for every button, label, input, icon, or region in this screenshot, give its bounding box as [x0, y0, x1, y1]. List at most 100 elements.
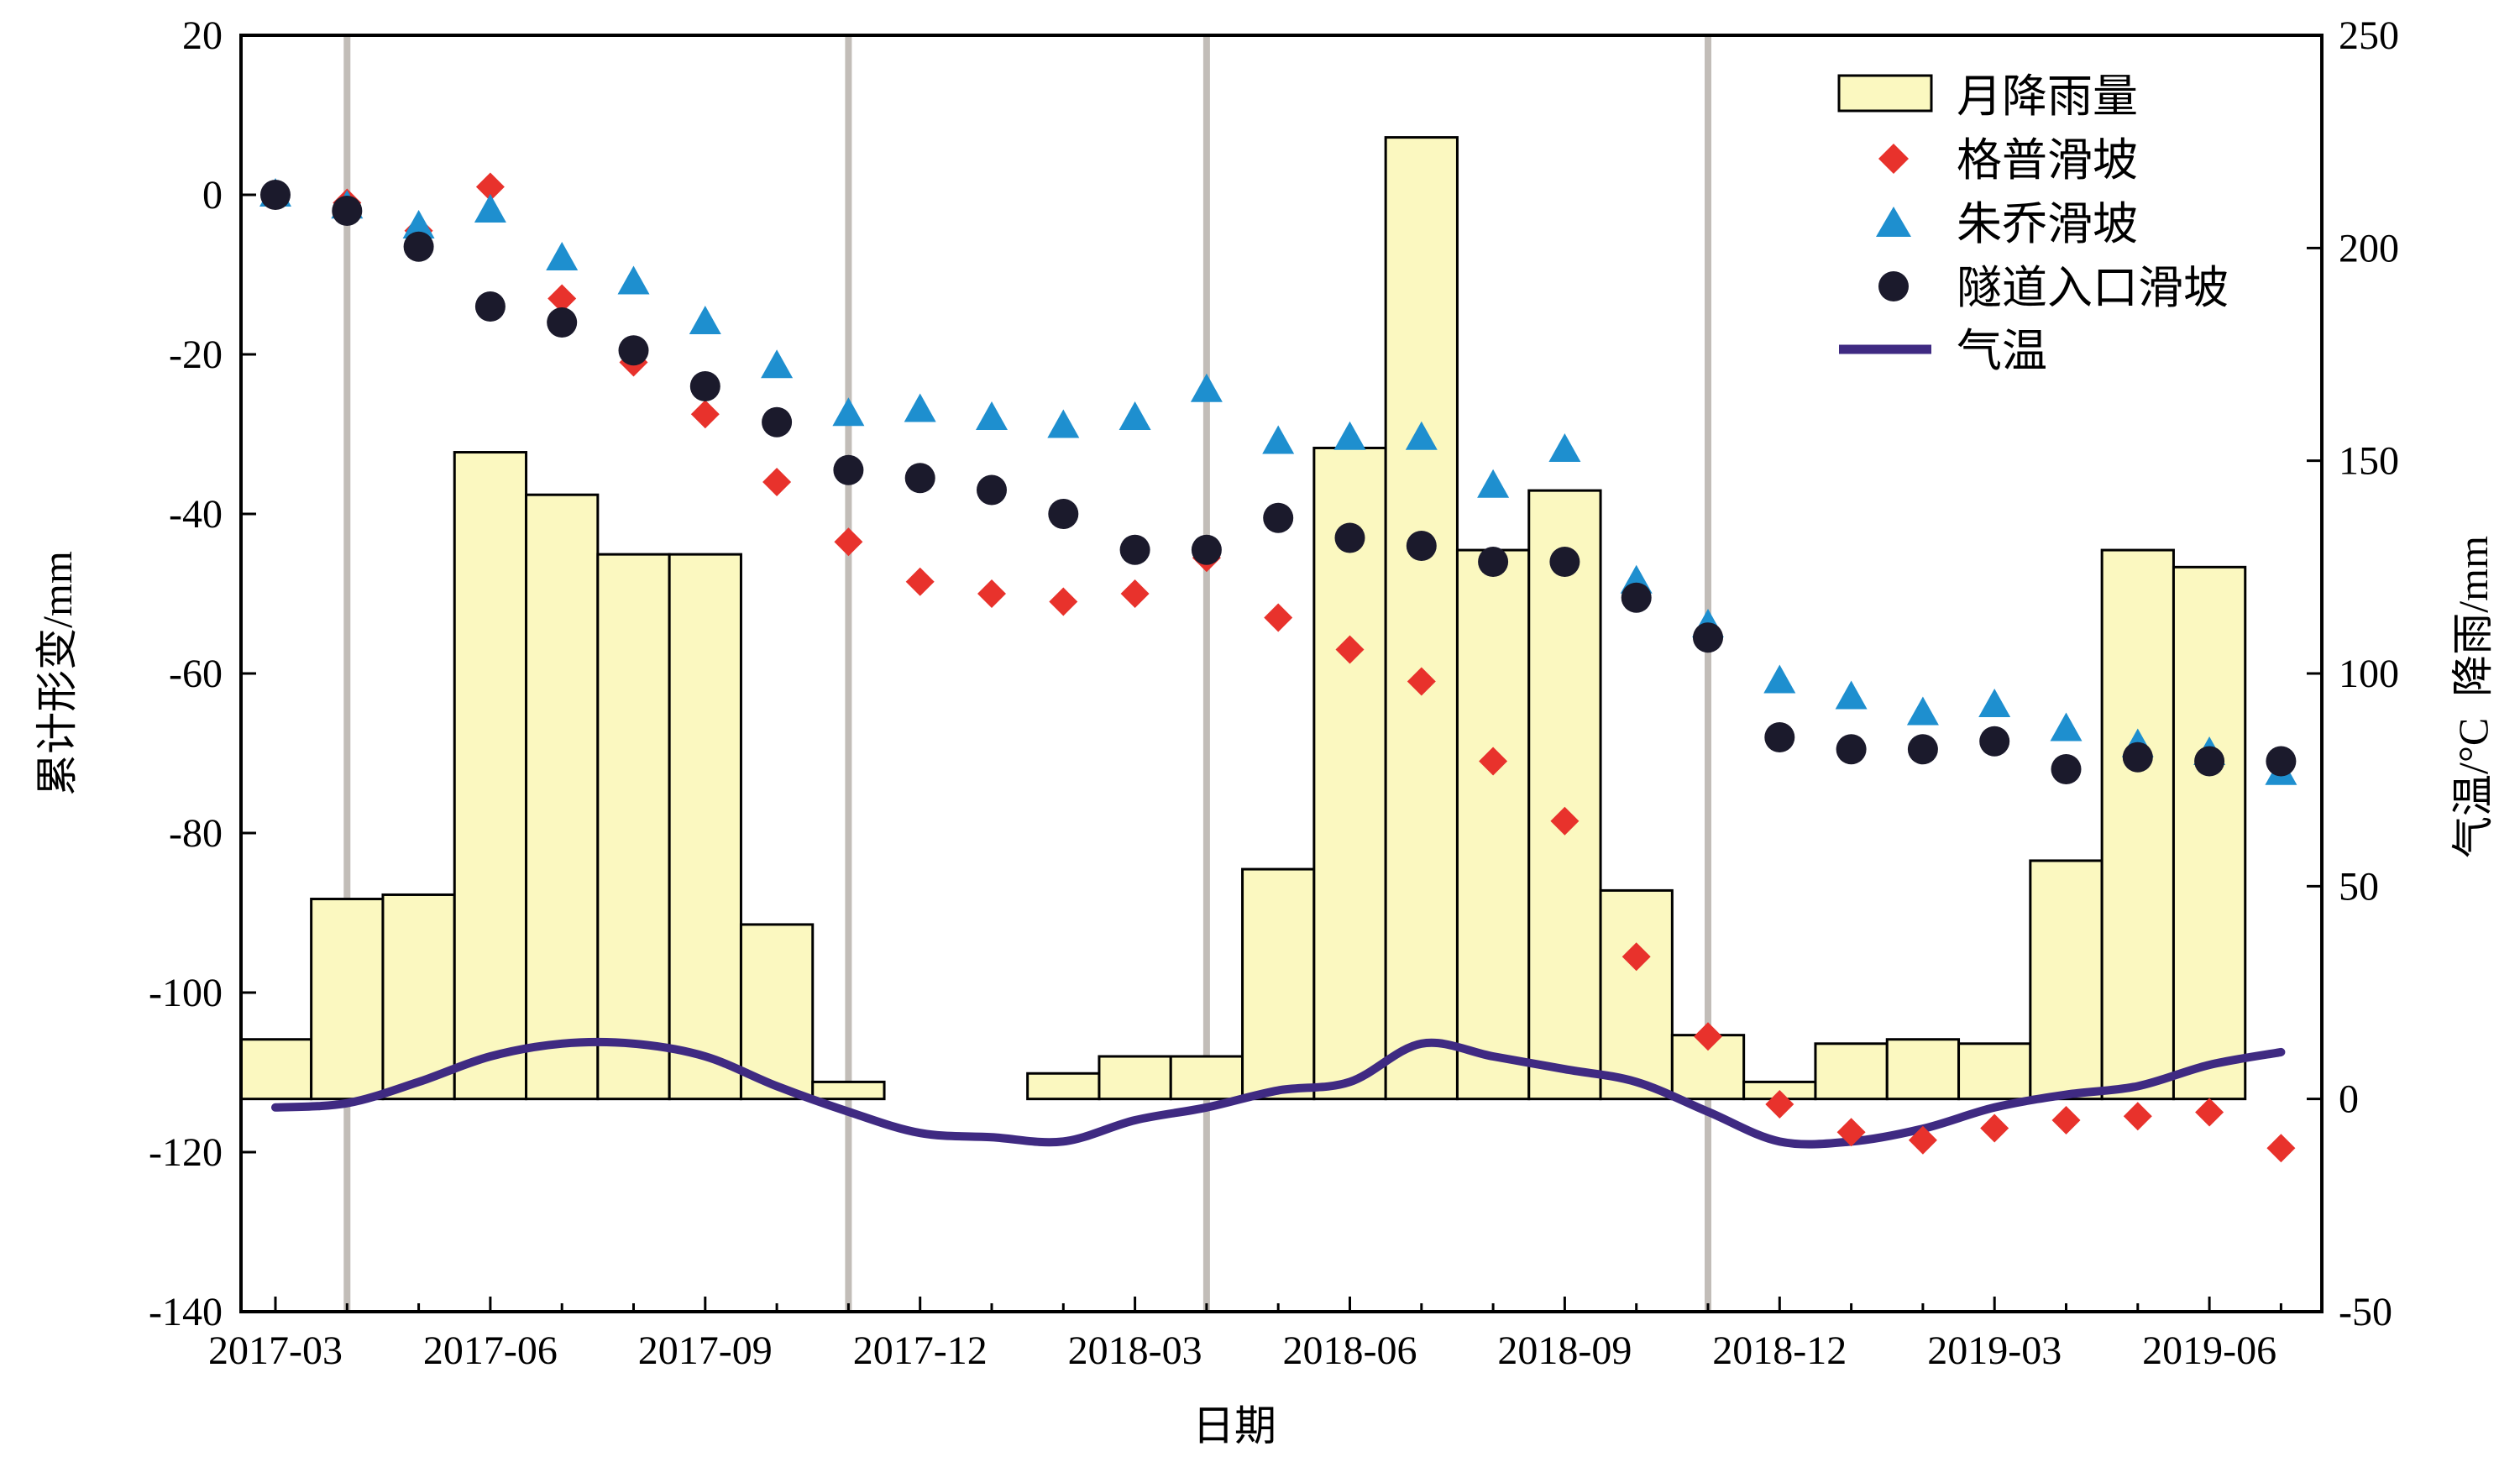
gepu-point-2017-09 — [690, 400, 720, 429]
gepu-point-2017-07 — [547, 284, 577, 313]
rainfall-bar-2018-07 — [1384, 136, 1459, 1101]
rainfall-bar-2018-08 — [1455, 548, 1531, 1101]
legend-marker-gepu — [1878, 144, 1909, 174]
gepu-point-2017-06 — [475, 172, 505, 202]
gepu-point-2019-04 — [2051, 1106, 2081, 1134]
rainfall-bar-2018-10 — [1599, 888, 1674, 1101]
zhuqiao-point-2017-10 — [761, 349, 794, 379]
right-axis: 250 200 150 100 50 0 -50 — [2307, 13, 2399, 1334]
legend-marker-tunnel — [1878, 271, 1909, 301]
left-axis-tick-label: -80 — [169, 811, 223, 856]
zhuqiao-point-2018-02 — [1047, 409, 1080, 438]
rainfall-bar-2017-10 — [739, 923, 815, 1101]
tunnel-point-2019-05 — [2122, 741, 2153, 773]
right-axis-tick-label: 150 — [2339, 439, 2399, 484]
rainfall-bar-2017-04 — [310, 898, 385, 1101]
temperature-curve — [271, 1037, 2286, 1149]
gepu-point-2019-06 — [2195, 1098, 2224, 1127]
rainfall-bars — [241, 136, 2247, 1101]
rainfall-bar-2018-03 — [1098, 1055, 1172, 1101]
zhuqiao-point-2018-03 — [1119, 401, 1151, 430]
left-axis-tick-label: 20 — [182, 13, 223, 58]
tunnel-point-2018-05 — [1263, 502, 1294, 533]
rainfall-bar-2018-02 — [1026, 1072, 1101, 1101]
tunnel-point-2018-03 — [1119, 534, 1150, 565]
zhuqiao-point-2017-09 — [689, 306, 721, 334]
left-axis-tick-label: -20 — [169, 333, 223, 377]
left-axis-tick-label: 0 — [202, 173, 223, 217]
zhuqiao-point-2018-08 — [1477, 469, 1510, 498]
left-axis-tick-label: -120 — [149, 1130, 223, 1175]
right-axis-tick-label: 100 — [2339, 652, 2399, 696]
gepu-point-2018-05 — [1264, 603, 1293, 632]
x-axis-tick-label: 2018-06 — [1283, 1328, 1417, 1373]
right-axis-tick-label: 250 — [2339, 13, 2399, 58]
tunnel-point-2017-06 — [474, 291, 506, 322]
right-axis-tick-label: 50 — [2339, 864, 2379, 909]
rainfall-bar-2019-04 — [2029, 859, 2103, 1101]
tunnel-point-2017-12 — [904, 463, 935, 494]
x-axis-tick-label: 2017-06 — [423, 1328, 558, 1373]
x-axis-tick-label: 2017-03 — [208, 1328, 343, 1373]
legend-swatch-rainfall — [1837, 74, 1933, 113]
tunnel-point-2018-06 — [1334, 522, 1365, 553]
rainfall-bar-2018-05 — [1241, 867, 1316, 1101]
gepu-point-2018-02 — [1049, 587, 1078, 616]
tunnel-point-2018-11 — [1693, 622, 1723, 653]
zhuqiao-point-2018-12 — [1763, 664, 1796, 694]
x-axis-tick-label: 2019-03 — [1927, 1328, 2062, 1373]
legend-label-temperature: 气温 — [1957, 326, 2047, 376]
right-axis-tick-label: 0 — [2339, 1077, 2359, 1122]
left-axis-tick-label: -100 — [149, 971, 223, 1015]
tunnel-point-2017-03 — [260, 180, 291, 210]
temperature-line — [271, 1037, 2286, 1149]
rainfall-bar-2019-01 — [1814, 1042, 1889, 1101]
rainfall-bar-2017-09 — [668, 553, 742, 1101]
x-axis-tick-label: 2018-09 — [1497, 1328, 1632, 1373]
tunnel-point-2017-11 — [833, 454, 864, 485]
rainfall-bar-2017-07 — [525, 493, 600, 1101]
tunnel-point-2017-04 — [332, 196, 363, 226]
gepu-point-2019-03 — [1980, 1114, 2009, 1143]
left-axis-tick-label: -40 — [169, 492, 223, 537]
left-axis-title: 累计形变/mm — [34, 551, 81, 796]
gepu-point-2018-08 — [1479, 747, 1508, 776]
tunnel-point-2019-07 — [2266, 746, 2297, 777]
tunnel-point-2018-12 — [1764, 722, 1795, 752]
gepu-point-2019-05 — [2123, 1102, 2152, 1131]
right-axis-tick-label: 200 — [2339, 226, 2399, 270]
zhuqiao-point-2019-04 — [2050, 712, 2083, 741]
zhuqiao-point-2018-09 — [1548, 433, 1581, 462]
tunnel-point-2018-02 — [1048, 499, 1079, 529]
tunnel-point-2018-01 — [977, 474, 1007, 506]
tunnel-point-2017-07 — [547, 307, 578, 338]
gepu-point-2018-12 — [1765, 1090, 1794, 1119]
rainfall-bar-2017-03 — [241, 1038, 313, 1101]
gepu-point-2018-09 — [1550, 806, 1580, 836]
zhuqiao-point-2017-12 — [904, 393, 936, 422]
x-axis: 2017-03 2017-06 2017-09 2017-12 2018-03 2018-… — [208, 1297, 2282, 1373]
tunnel-point-2018-04 — [1191, 534, 1222, 565]
zhuqiao-point-2017-05 — [402, 210, 435, 238]
gepu-point-2018-06 — [1335, 635, 1365, 664]
x-axis-tick-label: 2018-12 — [1712, 1328, 1847, 1373]
x-axis-title: 日期 — [1192, 1402, 1276, 1449]
zhuqiao-point-2018-05 — [1262, 425, 1295, 454]
zhuqiao-point-2019-02 — [1906, 696, 1939, 726]
tunnel-point-2018-10 — [1621, 582, 1652, 613]
gepu-point-2017-12 — [905, 567, 935, 596]
tunnel-point-2017-08 — [618, 335, 649, 366]
gepu-point-2018-10 — [1621, 942, 1651, 972]
tunnel-point-2019-06 — [2194, 746, 2225, 777]
rainfall-bar-2017-08 — [596, 553, 671, 1101]
gepu-point-2018-11 — [1694, 1022, 1722, 1051]
gepu-point-2018-03 — [1120, 579, 1150, 608]
zhuqiao-point-2018-07 — [1405, 421, 1438, 450]
rainfall-bar-2018-04 — [1169, 1055, 1244, 1101]
tunnel-landslide-points — [260, 180, 2297, 784]
tunnel-point-2018-07 — [1406, 531, 1437, 561]
tunnel-point-2019-04 — [2051, 754, 2082, 784]
zhuqiao-point-2019-01 — [1835, 680, 1868, 710]
rainfall-bar-2019-05 — [2100, 548, 2175, 1101]
x-axis-tick-label: 2017-09 — [638, 1328, 773, 1373]
